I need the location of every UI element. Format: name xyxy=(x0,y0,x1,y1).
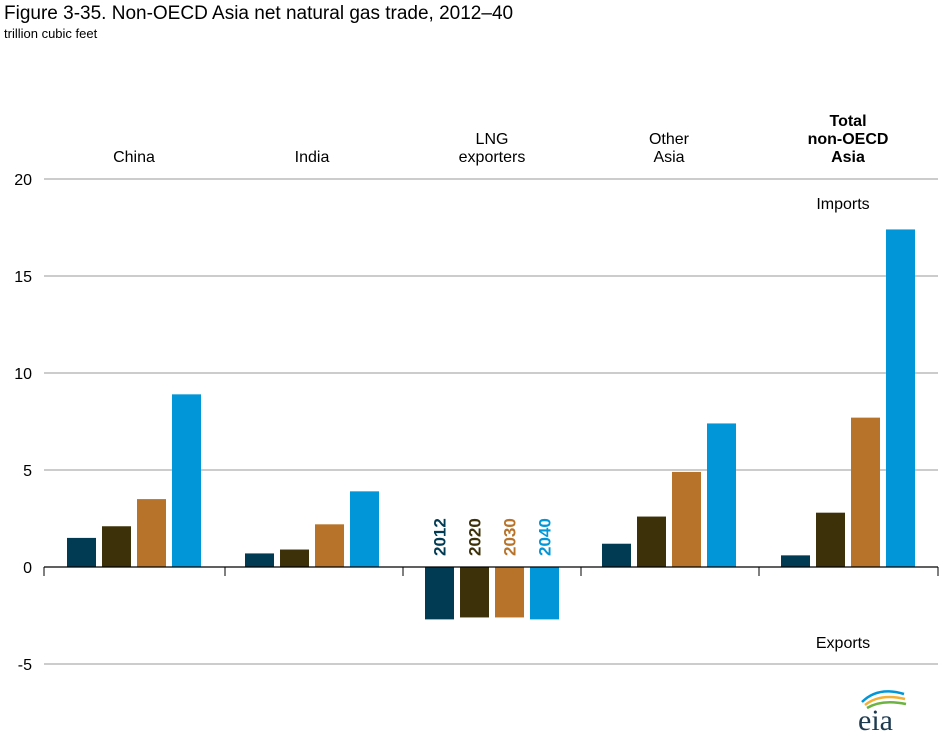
chart-units: trillion cubic feet xyxy=(4,26,98,41)
bar xyxy=(602,543,631,567)
y-tick-label: 15 xyxy=(14,269,32,286)
y-tick-label: 10 xyxy=(14,366,32,383)
y-tick-label: 20 xyxy=(14,172,32,189)
bar xyxy=(280,549,309,567)
bar xyxy=(425,567,454,620)
legend-label: 2040 xyxy=(536,518,555,556)
eia-logo-text: eia xyxy=(858,704,893,734)
bar xyxy=(172,394,201,567)
bar xyxy=(460,567,489,618)
bar xyxy=(886,229,915,567)
bar xyxy=(816,512,845,567)
bar xyxy=(137,499,166,567)
bar xyxy=(245,553,274,567)
category-label: Asia xyxy=(653,149,684,166)
legend-label: 2012 xyxy=(431,518,450,556)
bar xyxy=(707,423,736,567)
category-label: exporters xyxy=(459,149,526,166)
category-label: China xyxy=(113,149,155,166)
y-tick-label: 0 xyxy=(23,560,32,577)
bar xyxy=(315,524,344,567)
category-label: non-OECD xyxy=(808,131,889,148)
y-tick-label: -5 xyxy=(18,657,32,674)
category-label: Asia xyxy=(831,149,865,166)
imports-annotation: Imports xyxy=(816,196,869,213)
category-label: Other xyxy=(649,131,690,148)
legend-label: 2030 xyxy=(501,518,520,556)
bar xyxy=(350,491,379,567)
bar xyxy=(530,567,559,620)
bar xyxy=(851,417,880,567)
legend-label: 2020 xyxy=(466,518,485,556)
category-label: LNG xyxy=(476,131,509,148)
bar xyxy=(67,537,96,567)
category-label: India xyxy=(295,149,330,166)
eia-logo: eia xyxy=(858,690,907,734)
bar xyxy=(781,555,810,567)
bar xyxy=(637,516,666,567)
bar xyxy=(102,526,131,567)
chart-title: Figure 3-35. Non-OECD Asia net natural g… xyxy=(4,3,514,24)
bar xyxy=(672,471,701,567)
category-label: Total xyxy=(829,113,866,130)
y-tick-label: 5 xyxy=(23,463,32,480)
exports-annotation: Exports xyxy=(816,635,870,652)
bar xyxy=(495,567,524,618)
